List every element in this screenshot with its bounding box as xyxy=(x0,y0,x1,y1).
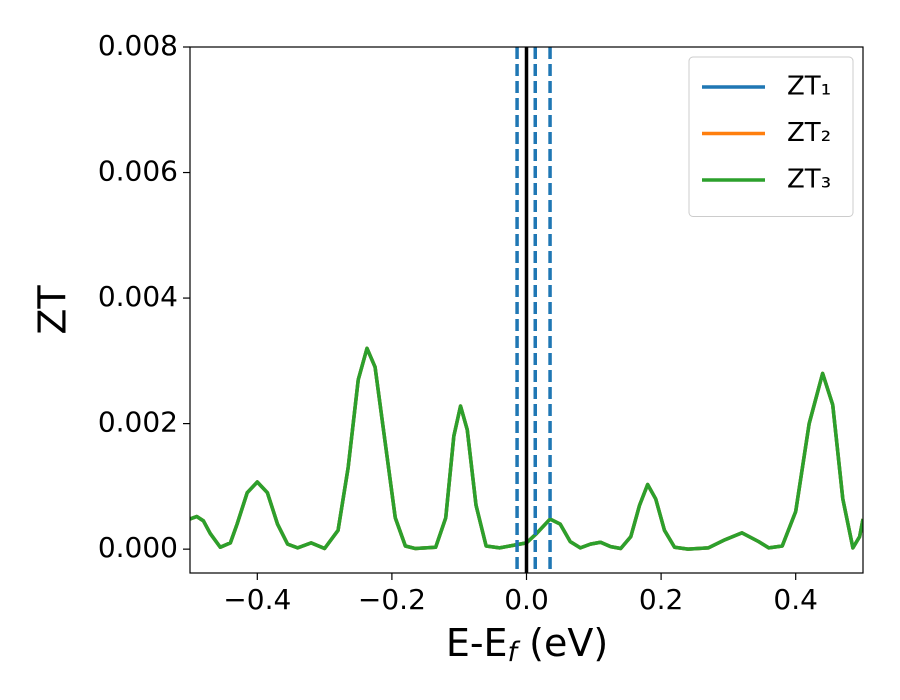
plot-frame xyxy=(189,46,864,574)
x-tick-label: −0.2 xyxy=(358,583,426,616)
x-axis-label: E-Ef (eV) xyxy=(446,621,608,668)
y-tick-label: 0.002 xyxy=(98,406,178,439)
series-line xyxy=(190,346,863,551)
y-axis-label: ZT xyxy=(31,285,75,335)
legend-box xyxy=(688,56,854,217)
x-tick-label: 0.4 xyxy=(773,583,818,616)
y-tick-label: 0.000 xyxy=(98,531,178,564)
plot-area xyxy=(190,47,863,573)
x-tick-label: −0.4 xyxy=(223,583,291,616)
y-tick-label: 0.006 xyxy=(98,155,178,188)
legend-label: ZT₂ xyxy=(787,118,831,148)
x-tick-label: 0.2 xyxy=(639,583,684,616)
legend-label: ZT₃ xyxy=(787,165,831,195)
legend-label: ZT₁ xyxy=(787,72,831,102)
x-tick-label: 0.0 xyxy=(504,583,549,616)
y-tick-label: 0.008 xyxy=(98,29,178,62)
y-tick-label: 0.004 xyxy=(98,280,178,313)
